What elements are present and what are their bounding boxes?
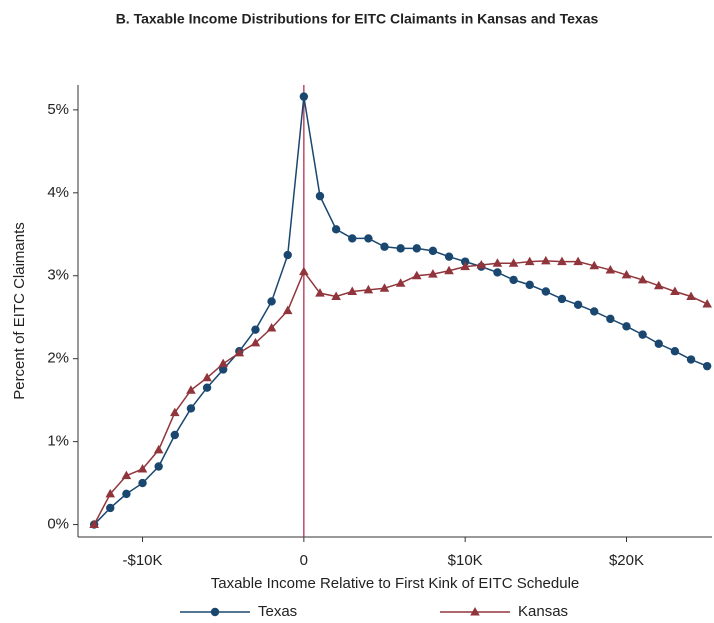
x-tick-label: -$10K: [123, 552, 163, 569]
marker: [557, 256, 567, 266]
marker: [524, 256, 535, 266]
series-line: [93, 96, 708, 526]
marker: [89, 519, 99, 529]
marker: [476, 259, 487, 269]
x-tick-label: $20K: [609, 552, 644, 569]
marker: [702, 361, 712, 371]
marker: [444, 252, 454, 261]
legend-label: Kansas: [518, 603, 568, 620]
marker: [121, 470, 132, 480]
marker: [622, 322, 631, 331]
marker: [670, 347, 680, 356]
marker: [267, 297, 276, 306]
marker: [606, 314, 615, 324]
marker: [590, 307, 599, 316]
marker: [428, 269, 438, 278]
marker: [670, 286, 680, 296]
legend-marker: [470, 607, 480, 616]
marker: [541, 255, 551, 265]
marker: [396, 244, 405, 253]
marker: [653, 280, 664, 290]
marker: [589, 260, 600, 270]
marker: [364, 234, 373, 243]
marker: [573, 256, 583, 266]
marker: [202, 383, 212, 392]
y-tick-label: 0%: [47, 516, 69, 533]
marker: [380, 242, 389, 251]
y-tick-label: 3%: [47, 267, 69, 284]
marker: [573, 300, 583, 309]
series-line: [93, 260, 708, 525]
marker: [379, 283, 390, 292]
marker: [428, 246, 438, 256]
marker: [315, 191, 325, 201]
marker: [654, 339, 663, 348]
marker: [460, 261, 470, 271]
marker: [686, 291, 696, 300]
marker: [299, 92, 309, 101]
marker: [137, 463, 148, 473]
marker: [154, 462, 163, 471]
marker: [411, 270, 422, 280]
marker: [283, 250, 292, 260]
marker: [106, 503, 115, 513]
marker: [105, 488, 116, 498]
marker: [250, 337, 261, 347]
chart-title: B. Taxable Income Distributions for EITC…: [116, 11, 599, 27]
marker: [686, 355, 696, 364]
marker: [541, 287, 551, 296]
marker: [347, 286, 358, 296]
legend-label: Texas: [258, 603, 297, 620]
marker: [170, 430, 179, 440]
marker: [637, 274, 648, 284]
x-axis-title: Taxable Income Relative to First Kink of…: [211, 575, 580, 592]
marker: [138, 478, 147, 488]
marker: [266, 323, 277, 332]
marker: [509, 275, 518, 285]
marker: [702, 298, 712, 308]
marker: [186, 404, 196, 413]
marker: [331, 225, 341, 234]
marker: [638, 330, 647, 339]
y-tick-label: 5%: [47, 101, 69, 118]
marker: [525, 280, 534, 290]
marker: [493, 268, 502, 277]
marker: [557, 294, 567, 304]
marker: [218, 365, 228, 374]
marker: [331, 291, 341, 300]
marker: [234, 347, 245, 357]
marker: [218, 358, 228, 368]
y-tick-label: 2%: [47, 350, 69, 367]
y-tick-label: 1%: [47, 433, 69, 450]
marker: [169, 407, 180, 417]
x-tick-label: $10K: [448, 552, 483, 569]
y-axis-title: Percent of EITC Claimants: [11, 222, 28, 400]
marker: [605, 264, 616, 274]
marker: [122, 489, 131, 499]
marker: [251, 325, 260, 334]
marker: [282, 305, 293, 315]
marker: [395, 278, 406, 287]
marker: [202, 372, 212, 382]
marker: [508, 258, 519, 267]
marker: [444, 265, 454, 275]
marker: [299, 266, 309, 276]
marker: [153, 444, 164, 454]
y-tick-label: 4%: [47, 184, 69, 201]
marker: [348, 234, 357, 243]
x-tick-label: 0: [300, 552, 308, 569]
marker: [621, 269, 632, 279]
marker: [186, 385, 196, 394]
legend-marker: [210, 607, 220, 617]
marker: [363, 284, 374, 294]
marker: [492, 258, 503, 267]
marker: [315, 288, 325, 297]
marker: [412, 244, 421, 253]
